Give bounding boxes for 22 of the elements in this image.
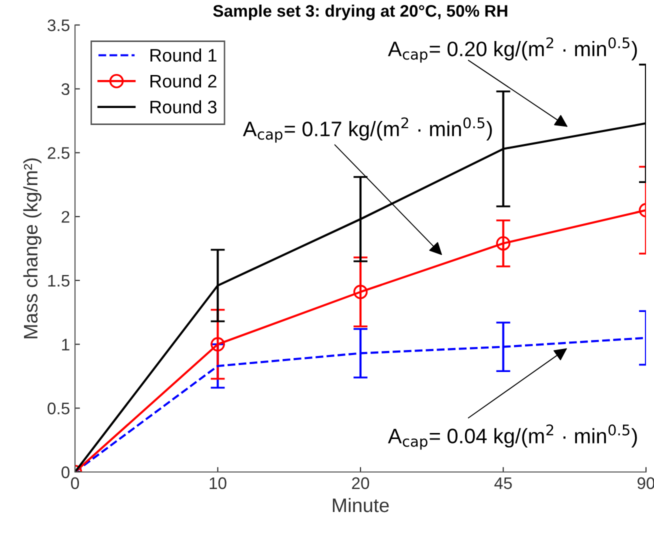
point <box>353 284 368 300</box>
chart-title: Sample set 3: drying at 20°C, 50% RH <box>213 4 508 20</box>
legend-label: Round 1 <box>150 48 216 62</box>
y-tick-label: 2.5 <box>48 147 70 159</box>
legend-label: Round 3 <box>150 100 216 114</box>
annotation: A$_{cap}$= 0.17 kg/(m$^{2}$ · min$^{0.5}$) <box>242 117 492 143</box>
annotation: A$_{cap}$= 0.20 kg/(m$^{2}$ · min$^{0.5}$) <box>388 37 637 63</box>
x-tick-label: 20 <box>352 477 370 490</box>
x-axis-title: Minute <box>332 498 389 512</box>
x-tick-label: 10 <box>210 477 226 490</box>
x-tick-label: 0 <box>71 477 79 490</box>
y-axis-title: Mass change (kg/m²) <box>23 158 42 338</box>
y-tick-label: 0.5 <box>48 402 70 414</box>
y-tick-label: 0 <box>62 466 70 478</box>
y-tick-label: 1 <box>62 338 70 350</box>
annotation: A$_{cap}$= 0.04 kg/(m$^{2}$ · min$^{0.5}$) <box>388 424 637 450</box>
x-tick-label: 45 <box>494 477 512 490</box>
y-tick-label: 1.5 <box>48 275 70 287</box>
y-tick-label: 3 <box>62 83 70 96</box>
legend-label: Round 2 <box>150 74 216 88</box>
y-tick-label: 3.5 <box>48 19 70 32</box>
y-tick-label: 2 <box>62 210 70 223</box>
